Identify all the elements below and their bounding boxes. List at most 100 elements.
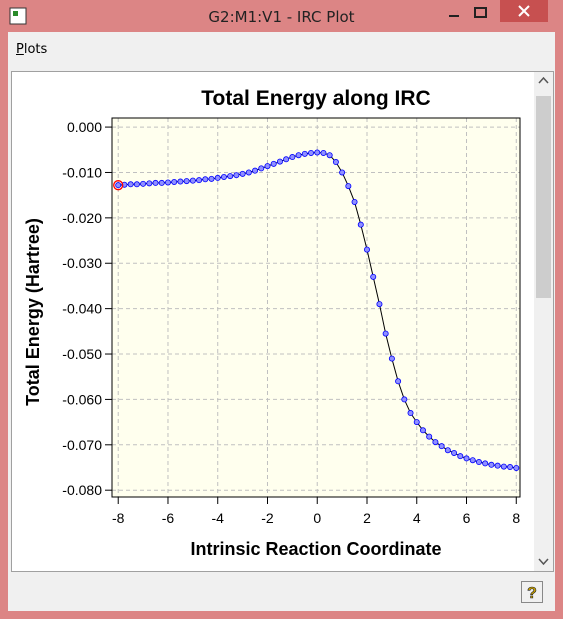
plot-frame xyxy=(111,117,521,498)
point xyxy=(339,169,346,176)
point xyxy=(426,433,433,440)
menu-item[interactable]: Plots xyxy=(16,42,48,57)
point xyxy=(140,180,147,187)
point xyxy=(320,149,327,156)
point xyxy=(345,183,352,190)
close-icon xyxy=(518,5,530,17)
point xyxy=(332,159,339,166)
y-tick-label: -0.070 xyxy=(62,437,102,453)
point xyxy=(500,463,507,470)
x-tick-label: 6 xyxy=(463,510,471,526)
point xyxy=(407,410,414,417)
point xyxy=(457,453,464,460)
point xyxy=(395,378,402,385)
point xyxy=(289,154,296,161)
maximize-button[interactable] xyxy=(474,7,487,18)
plot-pane: Total Energy along IRC 0.000 -0.010 -0.020 -… xyxy=(11,71,554,572)
point xyxy=(295,152,302,159)
point xyxy=(301,150,308,157)
plot-area xyxy=(112,118,520,497)
client-area: Plots Total Energy along IRC 0.000 -0.010 -… xyxy=(8,32,555,611)
point xyxy=(276,158,283,165)
y-tick-label: 0.000 xyxy=(67,119,102,135)
point xyxy=(388,355,395,362)
point xyxy=(475,459,482,466)
point xyxy=(152,179,159,186)
point xyxy=(283,156,290,163)
point xyxy=(444,447,451,454)
point xyxy=(482,460,489,467)
point xyxy=(245,169,252,176)
y-tick-label: -0.010 xyxy=(62,164,102,180)
x-tick-label: -4 xyxy=(212,510,225,526)
y-tick-label: -0.020 xyxy=(62,210,102,226)
x-tick-label: -6 xyxy=(162,510,175,526)
y-tick-label: -0.030 xyxy=(62,255,102,271)
point xyxy=(252,167,259,174)
point xyxy=(171,178,178,185)
point xyxy=(214,174,221,181)
point xyxy=(314,149,321,156)
point xyxy=(513,464,520,471)
scroll-up[interactable] xyxy=(538,76,549,84)
point xyxy=(146,180,153,187)
point xyxy=(419,427,426,434)
point xyxy=(376,301,383,308)
point xyxy=(326,152,333,159)
point xyxy=(438,443,445,450)
point xyxy=(189,177,196,184)
point xyxy=(227,173,234,180)
x-tick-label: 4 xyxy=(413,510,421,526)
point xyxy=(196,177,203,184)
y-tick-label: -0.060 xyxy=(62,391,102,407)
y-axis-label: Total Energy (Hartree) xyxy=(23,218,43,406)
svg-text:?: ? xyxy=(527,585,537,602)
point xyxy=(507,464,514,471)
y-tick-label: -0.040 xyxy=(62,301,102,317)
title-bar xyxy=(9,0,548,25)
point xyxy=(239,170,246,177)
point xyxy=(469,457,476,464)
scroll-down[interactable] xyxy=(538,558,549,566)
chart-title: Total Energy along IRC xyxy=(201,87,430,110)
point xyxy=(401,396,408,403)
point xyxy=(183,178,190,185)
point xyxy=(164,179,171,186)
x-axis-label: Intrinsic Reaction Coordinate xyxy=(190,539,441,559)
point xyxy=(202,176,209,183)
y-tick-label: -0.080 xyxy=(62,482,102,498)
point xyxy=(133,181,140,188)
highlight-point xyxy=(113,180,124,191)
point xyxy=(308,149,315,156)
scroll-thumb[interactable] xyxy=(536,96,551,298)
point xyxy=(177,178,184,185)
point xyxy=(363,246,370,253)
point xyxy=(494,462,501,469)
point xyxy=(258,165,265,172)
x-tick-label: 8 xyxy=(512,510,520,526)
point xyxy=(432,439,439,446)
point xyxy=(357,221,364,228)
x-tick-label: -8 xyxy=(112,510,125,526)
point xyxy=(488,461,495,468)
point xyxy=(208,175,215,182)
point xyxy=(382,330,389,337)
point xyxy=(463,455,470,462)
window-title: G2:M1:V1 - IRC Plot xyxy=(208,8,355,26)
chart: Total Energy along IRC 0.000 -0.010 -0.020 -… xyxy=(23,87,521,559)
x-tick-label: 2 xyxy=(363,510,371,526)
point xyxy=(270,160,277,167)
scrollbar[interactable] xyxy=(534,72,553,571)
y-tick-label: -0.050 xyxy=(62,346,102,362)
point xyxy=(115,182,122,189)
point xyxy=(351,198,358,205)
point xyxy=(413,419,420,426)
x-tick-label: -2 xyxy=(261,510,274,526)
point xyxy=(158,179,165,186)
scrollbar-art xyxy=(536,76,551,566)
point xyxy=(264,163,271,170)
x-tick-label: 0 xyxy=(313,510,321,526)
point xyxy=(233,172,240,179)
help-button[interactable]: ? xyxy=(521,581,543,603)
